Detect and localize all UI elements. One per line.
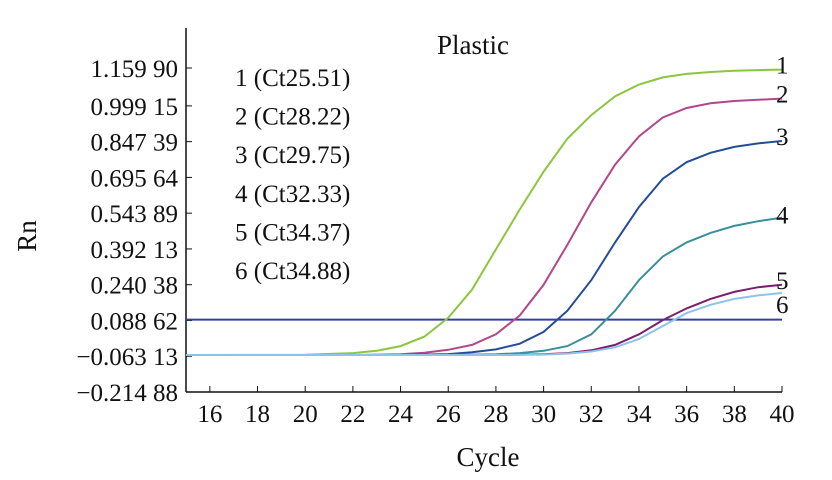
chart-title: Plastic	[437, 30, 509, 60]
series-end-label-3: 3	[776, 124, 789, 151]
x-axis-label: Cycle	[457, 442, 520, 472]
x-tick-label: 28	[483, 401, 508, 428]
series-line-2	[186, 97, 783, 356]
legend-entry-4: 4 (Ct32.33)	[235, 181, 350, 208]
y-tick-label: 0.847 39	[91, 130, 179, 157]
x-tick-label: 16	[197, 401, 222, 428]
series-line-1	[185, 68, 783, 356]
x-tick-label: 18	[245, 401, 270, 428]
x-tick-label: 34	[626, 401, 652, 428]
x-tick-label: 22	[340, 401, 365, 428]
series-end-label-2: 2	[776, 82, 789, 109]
series-end-label-6: 6	[776, 292, 789, 319]
x-tick-label: 36	[674, 401, 699, 428]
legend-entry-5: 5 (Ct34.37)	[235, 219, 350, 246]
y-axis-label: Rn	[12, 220, 42, 252]
y-tick-label: 0.999 15	[91, 94, 179, 121]
legend-entry-6: 6 (Ct34.88)	[235, 258, 350, 285]
y-tick-label: 0.695 64	[91, 165, 179, 192]
y-tick-label: 0.088 62	[91, 308, 179, 335]
y-tick-label: −0.063 13	[76, 344, 178, 371]
legend: 1 (Ct25.51) 2 (Ct28.22) 3 (Ct29.75) 4 (Ct32…	[235, 65, 350, 285]
x-tick-label: 30	[531, 401, 556, 428]
series-line-6	[186, 292, 783, 356]
axes	[185, 28, 782, 393]
legend-entry-2: 2 (Ct28.22)	[235, 104, 350, 131]
y-tick-label: 0.392 13	[91, 237, 179, 264]
ticks: 16 18 20 22 24 26 28 30 32 34 36 38 401.159 900.999 …	[76, 56, 794, 428]
series-layer	[185, 68, 783, 356]
y-tick-label: 1.159 90	[91, 56, 179, 83]
y-tick-label: −0.214 88	[76, 380, 178, 407]
x-tick-label: 20	[293, 401, 318, 428]
x-tick-label: 40	[770, 401, 795, 428]
legend-entry-1: 1 (Ct25.51)	[235, 65, 350, 92]
x-tick-label: 38	[722, 401, 747, 428]
series-end-label-5: 5	[776, 268, 789, 295]
series-end-label-4: 4	[776, 203, 789, 230]
x-tick-label: 26	[436, 401, 461, 428]
series-line-3	[186, 140, 783, 356]
series-end-label-1: 1	[776, 53, 789, 80]
y-tick-label: 0.240 38	[91, 273, 179, 300]
y-tick-label: 0.543 89	[91, 201, 179, 228]
x-tick-label: 24	[388, 401, 414, 428]
x-tick-label: 32	[579, 401, 604, 428]
legend-entry-3: 3 (Ct29.75)	[235, 142, 350, 169]
